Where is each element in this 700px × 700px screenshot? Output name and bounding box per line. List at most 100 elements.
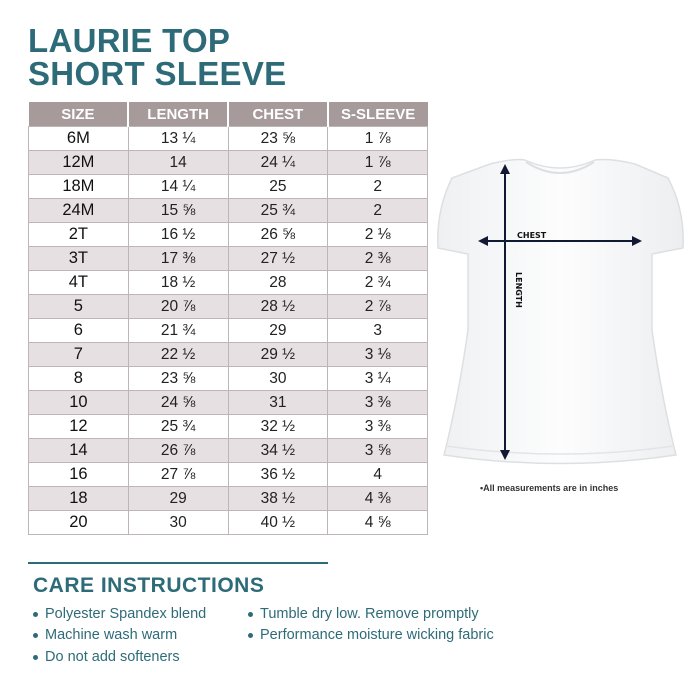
- table-row: 6 21 ¾ 29 3: [28, 318, 428, 343]
- care-title: CARE INSTRUCTIONS: [33, 574, 265, 597]
- care-item-text: Machine wash warm: [45, 627, 178, 643]
- care-item: Tumble dry low. Remove promptly: [248, 606, 479, 622]
- bullet-icon: [248, 611, 253, 617]
- column-header: SIZE: [28, 102, 130, 127]
- care-divider: [28, 562, 328, 564]
- table-cell: 16: [28, 462, 129, 487]
- shirt-diagram: CHEST LENGTH: [437, 158, 684, 465]
- table-header-row: SIZE LENGTH CHEST S-SLEEVE: [28, 102, 428, 127]
- table-cell: 25: [227, 174, 329, 199]
- table-cell: 25 ¾: [227, 198, 329, 223]
- table-cell: 2 ⅞: [327, 294, 428, 319]
- title-line-2: SHORT SLEEVE: [28, 55, 287, 92]
- care-item: Polyester Spandex blend: [33, 606, 206, 622]
- table-cell: 2 ⅜: [327, 246, 428, 271]
- bullet-icon: [33, 611, 38, 617]
- table-cell: 3 ⅛: [327, 342, 428, 367]
- table-cell: 23 ⅝: [127, 366, 229, 391]
- care-item: Do not add softeners: [33, 649, 180, 665]
- bullet-icon: [33, 632, 38, 638]
- table-cell: 4 ⅜: [327, 486, 428, 511]
- page-title: LAURIE TOP SHORT SLEEVE: [28, 24, 286, 90]
- bullet-icon: [33, 654, 38, 660]
- bullet-icon: [248, 632, 253, 638]
- length-arrow: [500, 164, 510, 460]
- care-item-text: Polyester Spandex blend: [45, 606, 207, 622]
- table-cell: 29: [227, 318, 329, 343]
- table-cell: 27 ½: [227, 246, 329, 271]
- table-cell: 4T: [28, 270, 129, 295]
- table-cell: 13 ¼: [127, 126, 229, 151]
- table-cell: 30: [127, 510, 229, 535]
- table-cell: 25 ¾: [127, 414, 229, 439]
- column-header: LENGTH: [128, 102, 229, 127]
- table-cell: 24 ¼: [227, 150, 329, 175]
- table-cell: 30: [227, 366, 329, 391]
- shirt-shape: [437, 158, 684, 465]
- table-cell: 2T: [28, 222, 129, 247]
- table-cell: 27 ⅞: [127, 462, 229, 487]
- table-cell: 28: [227, 270, 329, 295]
- table-cell: 3 ⅜: [327, 390, 428, 415]
- chest-label: CHEST: [517, 231, 547, 240]
- table-cell: 12M: [28, 150, 129, 175]
- table-cell: 3T: [28, 246, 129, 271]
- care-item-text: Tumble dry low. Remove promptly: [260, 606, 479, 622]
- chest-arrow: [478, 236, 642, 246]
- table-cell: 14: [28, 438, 129, 463]
- table-cell: 32 ½: [227, 414, 329, 439]
- table-cell: 17 ⅜: [127, 246, 229, 271]
- table-cell: 18: [28, 486, 129, 511]
- table-cell: 34 ½: [227, 438, 329, 463]
- table-cell: 20 ⅞: [127, 294, 229, 319]
- table-cell: 14 ¼: [127, 174, 229, 199]
- table-cell: 2 ⅛: [327, 222, 428, 247]
- table-cell: 29: [127, 486, 229, 511]
- table-cell: 16 ½: [127, 222, 229, 247]
- table-row: 4T 18 ½ 28 2 ¾: [28, 270, 428, 295]
- table-cell: 7: [28, 342, 129, 367]
- care-item-text: Do not add softeners: [45, 649, 180, 665]
- care-item: Machine wash warm: [33, 627, 177, 643]
- table-cell: 31: [227, 390, 329, 415]
- table-cell: 23 ⅝: [227, 126, 329, 151]
- table-cell: 24M: [28, 198, 129, 223]
- table-cell: 26 ⅞: [127, 438, 229, 463]
- table-cell: 1 ⅞: [327, 126, 428, 151]
- table-row: 8 23 ⅝ 30 3 ¼: [28, 366, 428, 391]
- care-item-text: Performance moisture wicking fabric: [260, 627, 494, 643]
- table-cell: 2: [327, 174, 428, 199]
- table-row: 18M 14 ¼ 25 2: [28, 174, 428, 199]
- title-line-1: LAURIE TOP: [28, 22, 231, 59]
- table-cell: 3 ⅝: [327, 438, 428, 463]
- table-cell: 5: [28, 294, 129, 319]
- table-cell: 18M: [28, 174, 129, 199]
- table-cell: 3 ⅜: [327, 414, 428, 439]
- table-cell: 12: [28, 414, 129, 439]
- care-item: Performance moisture wicking fabric: [248, 627, 494, 643]
- table-cell: 6: [28, 318, 129, 343]
- table-cell: 36 ½: [227, 462, 329, 487]
- table-cell: 21 ¾: [127, 318, 229, 343]
- table-row: 10 24 ⅝ 31 3 ⅜: [28, 390, 428, 415]
- table-cell: 3 ¼: [327, 366, 428, 391]
- table-cell: 29 ½: [227, 342, 329, 367]
- table-cell: 4 ⅝: [327, 510, 428, 535]
- table-cell: 14: [127, 150, 229, 175]
- measurement-note: •All measurements are in inches: [480, 483, 619, 493]
- table-cell: 26 ⅝: [227, 222, 329, 247]
- table-cell: 22 ½: [127, 342, 229, 367]
- table-cell: 15 ⅝: [127, 198, 229, 223]
- table-cell: 38 ½: [227, 486, 329, 511]
